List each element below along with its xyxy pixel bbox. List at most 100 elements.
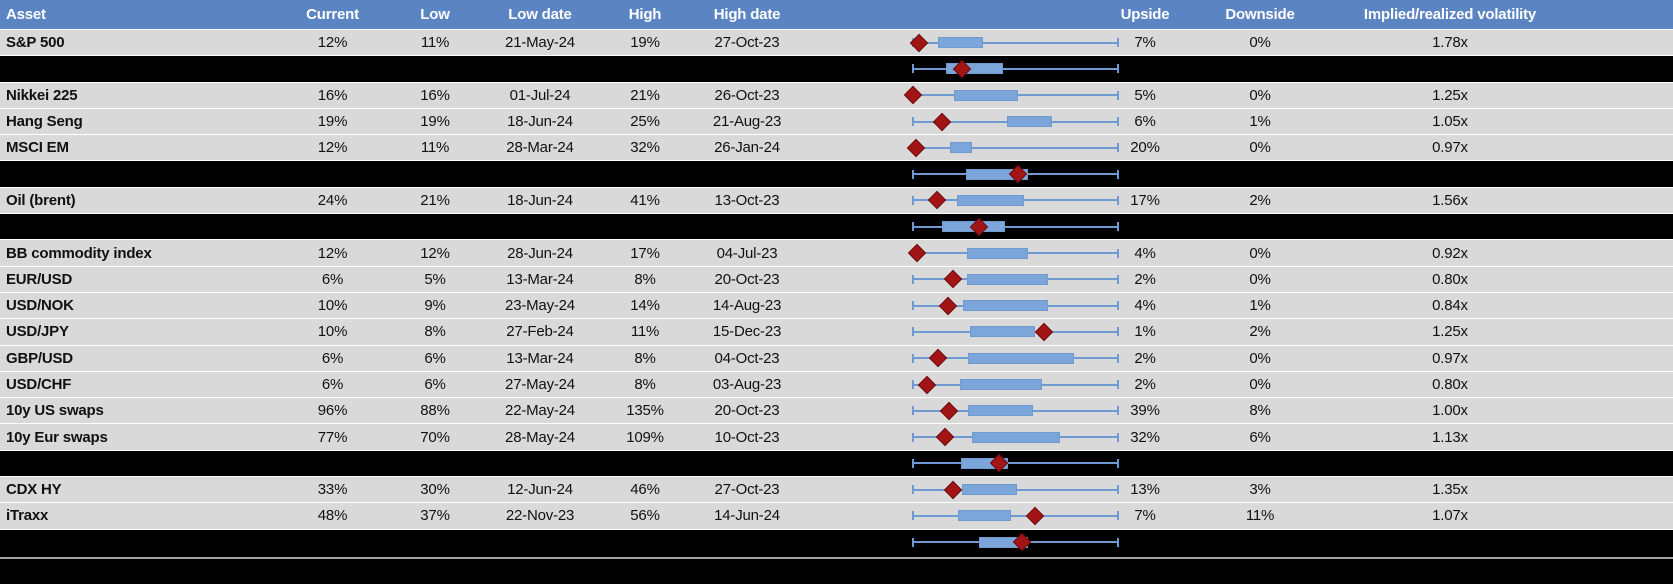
- whisker-cap-right: [1117, 301, 1119, 311]
- upside-value: 6%: [1134, 113, 1156, 131]
- downside-value: [1205, 161, 1315, 186]
- current-marker-diamond-icon: [909, 33, 929, 52]
- low-value: 21%: [420, 191, 450, 209]
- low-value: [385, 56, 485, 81]
- whisker-cap-left: [912, 274, 914, 284]
- current-marker-diamond-icon: [927, 191, 947, 210]
- whisker-cap-right: [1117, 195, 1119, 205]
- downside-value: [1205, 530, 1315, 555]
- implied-realized-value: [1330, 530, 1570, 555]
- high-value: [595, 530, 695, 555]
- whisker-cap-right: [1117, 274, 1119, 284]
- whisker-line: [913, 225, 1118, 228]
- table-row: USD/NOK 10% 9% 23-May-24 14% 14-Aug-23 4…: [0, 291, 1673, 319]
- upside-value: 39%: [1130, 402, 1160, 420]
- upside-value: 1%: [1134, 323, 1156, 341]
- high-date: 26-Jan-24: [714, 139, 780, 157]
- downside-value: 0%: [1249, 349, 1271, 367]
- low-value: [385, 451, 485, 476]
- implied-realized-value: 1.56x: [1432, 191, 1468, 209]
- whisker-cap-left: [912, 353, 914, 363]
- upside-value: 2%: [1134, 270, 1156, 288]
- bottom-divider-line: [0, 556, 1673, 559]
- low-value: 16%: [420, 86, 450, 104]
- high-value: 135%: [626, 402, 664, 420]
- table-row: 10y Eur swaps 77% 70% 28-May-24 109% 10-…: [0, 423, 1673, 450]
- high-date: 26-Oct-23: [714, 86, 780, 104]
- col-header-upside: Upside: [1120, 6, 1170, 23]
- summary-row: [0, 213, 1673, 240]
- range-box: [954, 89, 1018, 101]
- whisker-cap-right: [1117, 406, 1119, 416]
- low-value: 30%: [420, 481, 450, 499]
- upside-value: 2%: [1134, 376, 1156, 393]
- low-value: 70%: [420, 428, 450, 446]
- low-date: 27-May-24: [505, 376, 575, 393]
- high-date: 13-Oct-23: [714, 191, 780, 209]
- whisker-cap-left: [912, 406, 914, 416]
- range-plot: [912, 109, 1119, 134]
- whisker-cap-left: [912, 511, 914, 521]
- implied-realized-value: 1.25x: [1432, 86, 1468, 104]
- low-value: 19%: [420, 113, 450, 131]
- current-marker-diamond-icon: [907, 243, 927, 263]
- downside-value: 0%: [1249, 34, 1271, 52]
- table-row: Nikkei 225 16% 16% 01-Jul-24 21% 26-Oct-…: [0, 81, 1673, 108]
- high-value: 8%: [634, 270, 656, 288]
- table-row: USD/JPY 10% 8% 27-Feb-24 11% 15-Dec-23 1…: [0, 318, 1673, 345]
- table-row: S&P 500 12% 11% 21-May-24 19% 27-Oct-23 …: [0, 29, 1673, 56]
- high-value: 21%: [630, 86, 660, 104]
- high-date: [687, 161, 807, 186]
- current-value: [280, 451, 385, 476]
- range-plot: [907, 240, 1119, 265]
- high-value: 8%: [634, 349, 656, 367]
- low-date: 28-Mar-24: [506, 139, 574, 157]
- downside-value: [1205, 56, 1315, 81]
- low-date: [480, 56, 600, 81]
- whisker-cap-left: [912, 117, 914, 127]
- asset-name: Hang Seng: [6, 113, 83, 131]
- upside-value: 2%: [1134, 349, 1156, 367]
- current-value: [280, 56, 385, 81]
- whisker-cap-right: [1117, 353, 1119, 363]
- range-box: [967, 405, 1033, 417]
- low-value: 6%: [424, 376, 446, 393]
- table-row: Oil (brent) 24% 21% 18-Jun-24 41% 13-Oct…: [0, 186, 1673, 214]
- table-row: CDX HY 33% 30% 12-Jun-24 46% 27-Oct-23 1…: [0, 476, 1673, 503]
- downside-value: 0%: [1249, 376, 1271, 393]
- whisker-cap-right: [1117, 485, 1119, 495]
- low-date: 13-Mar-24: [506, 349, 574, 367]
- range-box: [963, 300, 1049, 312]
- downside-value: 11%: [1245, 507, 1275, 525]
- asset-name: BB commodity index: [6, 244, 152, 262]
- col-header-high-date: High date: [713, 6, 781, 23]
- asset-name: [6, 161, 286, 186]
- range-box: [949, 142, 973, 154]
- current-value: 48%: [317, 507, 348, 525]
- col-header-downside: Downside: [1225, 6, 1295, 23]
- current-value: 10%: [317, 323, 348, 341]
- summary-row: [0, 528, 1673, 555]
- implied-realized-value: 0.80x: [1432, 270, 1468, 288]
- current-marker-diamond-icon: [928, 349, 948, 368]
- low-date: 18-Jun-24: [507, 113, 573, 131]
- whisker-cap-right: [1117, 117, 1119, 127]
- low-date: 18-Jun-24: [507, 191, 573, 209]
- high-value: 41%: [630, 191, 660, 209]
- whisker-cap-right: [1117, 64, 1119, 74]
- table-row: Hang Seng 19% 19% 18-Jun-24 25% 21-Aug-2…: [0, 107, 1673, 135]
- current-marker-diamond-icon: [1034, 322, 1054, 342]
- downside-value: 8%: [1249, 402, 1271, 420]
- asset-name: 10y Eur swaps: [6, 428, 108, 446]
- asset-name: Nikkei 225: [6, 86, 78, 104]
- downside-value: 2%: [1249, 191, 1271, 209]
- whisker-cap-right: [1117, 90, 1119, 100]
- low-date: [480, 451, 600, 476]
- range-plot: [912, 503, 1119, 528]
- high-date: 27-Oct-23: [714, 481, 780, 499]
- high-date: 04-Oct-23: [714, 349, 780, 367]
- whisker-line: [913, 41, 1118, 44]
- range-plot: [912, 319, 1119, 344]
- current-marker-diamond-icon: [903, 86, 923, 105]
- current-marker-diamond-icon: [906, 138, 926, 158]
